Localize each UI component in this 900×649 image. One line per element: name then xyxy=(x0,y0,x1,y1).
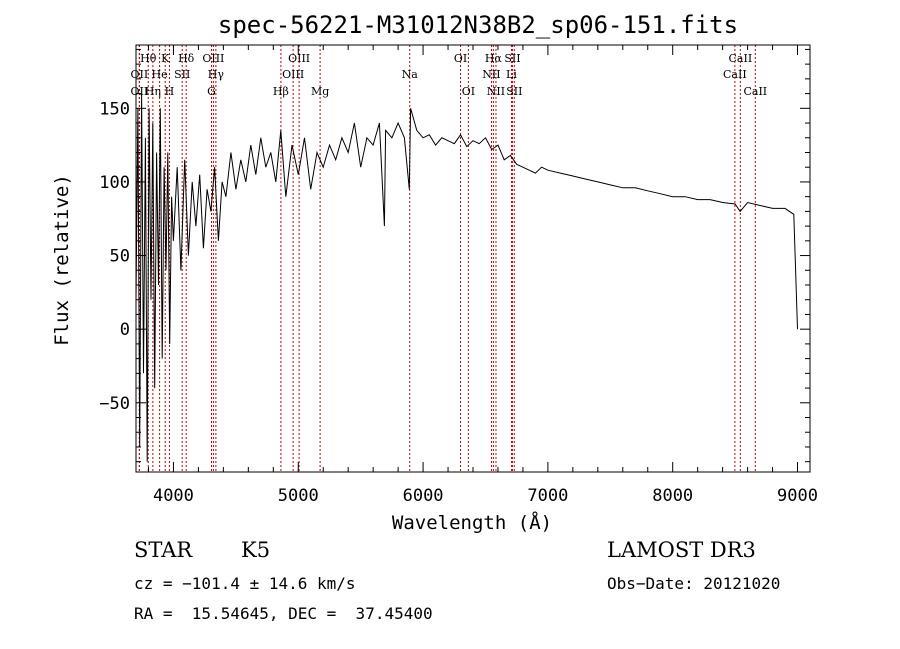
spectral-line-label: Hβ xyxy=(273,85,289,98)
spectral-line-label: OI xyxy=(454,52,467,65)
x-tick-label: 7000 xyxy=(527,486,568,506)
spectral-line-label: SII xyxy=(174,68,190,81)
spectral-line-label: CaII xyxy=(723,68,747,81)
velocity-readout: cz = −101.4 ± 14.6 km/s xyxy=(134,574,356,593)
spectral-line-label: Hη xyxy=(145,85,161,98)
spectral-line-label: NII xyxy=(482,68,500,81)
subclass: K5 xyxy=(241,538,271,562)
x-tick-label: 8000 xyxy=(652,486,693,506)
object-type: STAR xyxy=(134,538,193,562)
x-tick-label: 5000 xyxy=(278,486,319,506)
flux-series-line xyxy=(135,93,798,462)
spectral-line-label: H xyxy=(165,85,175,98)
y-tick-label: 100 xyxy=(99,173,130,193)
spectral-line-label: K xyxy=(161,52,170,65)
survey-name: LAMOST DR3 xyxy=(607,538,756,562)
x-axis-label: Wavelength (Å) xyxy=(392,511,552,534)
x-axis-ticks: 4000 5000 6000 7000 8000 9000 xyxy=(147,45,818,506)
y-tick-label: −50 xyxy=(99,394,130,414)
spectral-line-label: SII xyxy=(506,85,522,98)
spectral-line-label: Hδ xyxy=(178,52,195,65)
spectral-line-label: He xyxy=(152,68,168,81)
spectral-line-label: OIII xyxy=(288,52,310,65)
spectral-line-label: Mg xyxy=(311,85,329,98)
coordinates: RA = 15.54645, DEC = 37.45400 xyxy=(134,604,433,623)
spectral-line-label: OII xyxy=(131,68,149,81)
spectral-line-label: OI xyxy=(462,85,475,98)
spectral-line-label: OIII xyxy=(282,68,304,81)
spectral-line-label: G xyxy=(207,85,216,98)
y-tick-label: 50 xyxy=(110,247,130,267)
y-axis-label: Flux (relative) xyxy=(51,174,73,346)
y-axis-ticks: −50 0 50 100 150 xyxy=(99,48,810,463)
spectral-line-label: Hγ xyxy=(208,68,225,81)
x-tick-label: 6000 xyxy=(403,486,444,506)
y-tick-label: 0 xyxy=(120,320,130,340)
spectral-line-label: Li xyxy=(506,68,517,81)
spectral-line-label: Hα xyxy=(485,52,503,65)
spectral-line-label: Na xyxy=(402,68,419,81)
spectral-line-label: Hθ xyxy=(140,52,157,65)
obs-date: Obs−Date: 20121020 xyxy=(607,574,781,593)
y-tick-label: 150 xyxy=(99,99,130,119)
x-tick-label: 4000 xyxy=(153,486,194,506)
spectral-line-label: NII xyxy=(487,85,505,98)
x-tick-label: 9000 xyxy=(777,486,818,506)
plot-frame xyxy=(135,44,811,473)
spectral-line-label: CaII xyxy=(743,85,767,98)
spectral-line-label: OIII xyxy=(202,52,224,65)
spectral-line-markers xyxy=(138,45,756,472)
spectral-line-label: CaII xyxy=(729,52,753,65)
spectral-line-label: SII xyxy=(504,52,520,65)
spectral-line-label: OII xyxy=(131,85,149,98)
chart-title: spec-56221-M31012N38B2_sp06-151.fits xyxy=(218,11,738,39)
